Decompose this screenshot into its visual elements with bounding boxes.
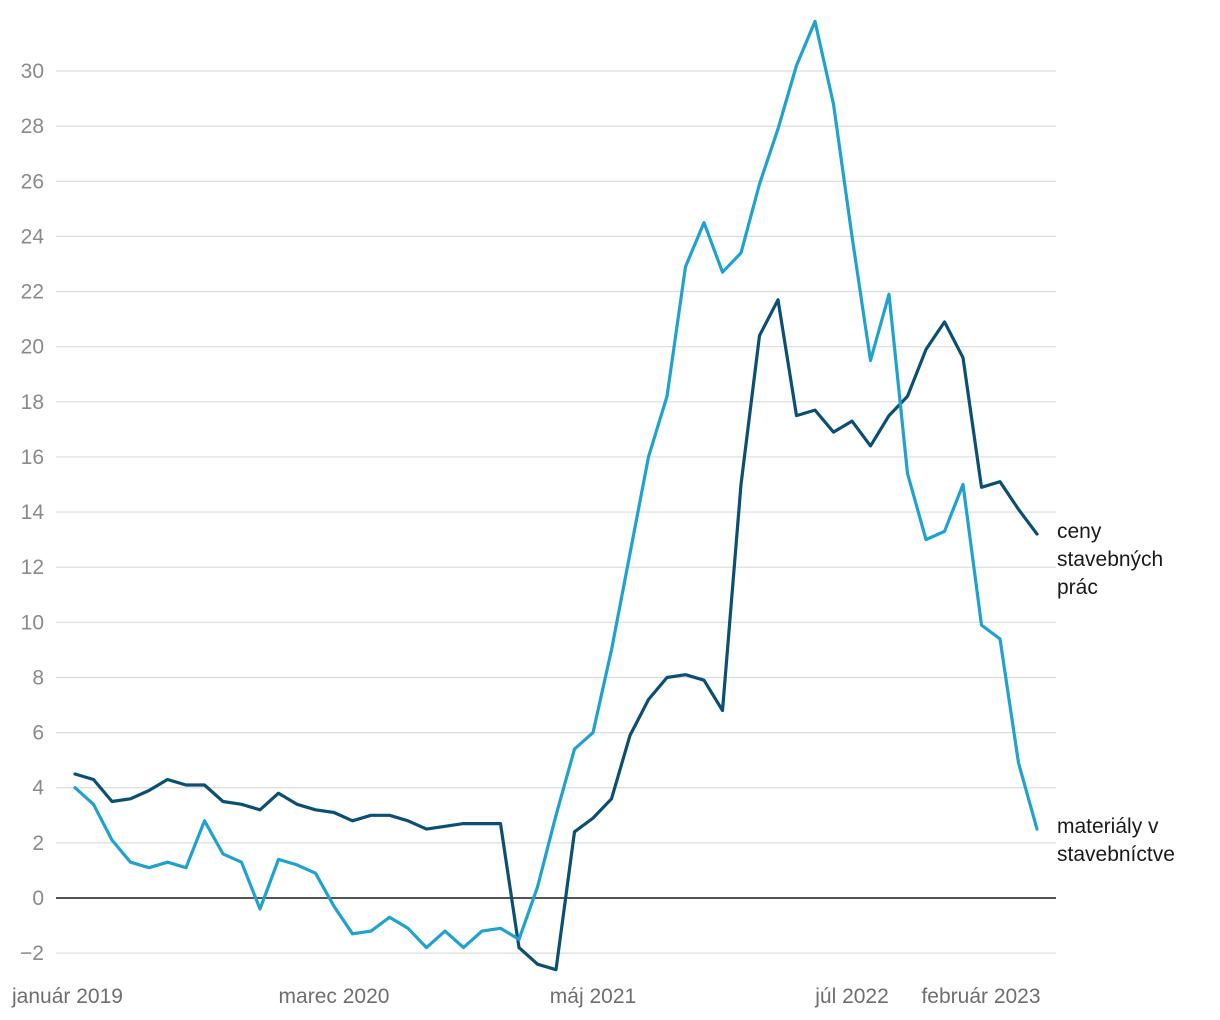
x-tick-label: máj 2021 bbox=[550, 985, 636, 1008]
series-label: prác bbox=[1057, 576, 1098, 599]
x-tick-label: júl 2022 bbox=[814, 985, 889, 1008]
gridlines bbox=[56, 70, 1056, 954]
series-label: stavebných bbox=[1057, 548, 1163, 571]
y-tick-label: 6 bbox=[32, 722, 44, 745]
y-tick-label: 20 bbox=[21, 336, 44, 359]
y-tick-label: 30 bbox=[21, 60, 44, 83]
y-tick-label: 12 bbox=[21, 556, 44, 579]
x-axis: január 2019 marec 2020 máj 2021 júl 2022 feb… bbox=[11, 985, 1041, 1008]
series-label: ceny bbox=[1057, 520, 1102, 543]
series-labels: ceny stavebných prác materiály v stavebníctv… bbox=[1057, 520, 1175, 866]
series-label: materiály v bbox=[1057, 815, 1159, 838]
y-tick-label: 2 bbox=[32, 832, 44, 855]
x-tick-label: marec 2020 bbox=[279, 985, 390, 1008]
series-lines bbox=[73, 19, 1039, 972]
y-tick-label: 22 bbox=[21, 281, 44, 304]
series-line bbox=[73, 298, 1039, 972]
y-tick-label: 16 bbox=[21, 446, 44, 469]
y-tick-label: 4 bbox=[32, 777, 44, 800]
y-tick-label: 8 bbox=[32, 666, 44, 689]
x-tick-label: január 2019 bbox=[11, 985, 123, 1008]
y-tick-label: 26 bbox=[21, 170, 44, 193]
x-tick-label: február 2023 bbox=[921, 985, 1040, 1008]
y-tick-label: 0 bbox=[32, 887, 44, 910]
series-line bbox=[73, 19, 1039, 950]
y-tick-label: 28 bbox=[21, 115, 44, 138]
y-tick-label: 18 bbox=[21, 391, 44, 414]
y-tick-label: 24 bbox=[21, 225, 45, 248]
y-tick-label: 10 bbox=[21, 611, 44, 634]
y-tick-label: −2 bbox=[20, 942, 44, 965]
series-label: stavebníctve bbox=[1057, 843, 1175, 866]
y-tick-label: 14 bbox=[21, 501, 45, 524]
